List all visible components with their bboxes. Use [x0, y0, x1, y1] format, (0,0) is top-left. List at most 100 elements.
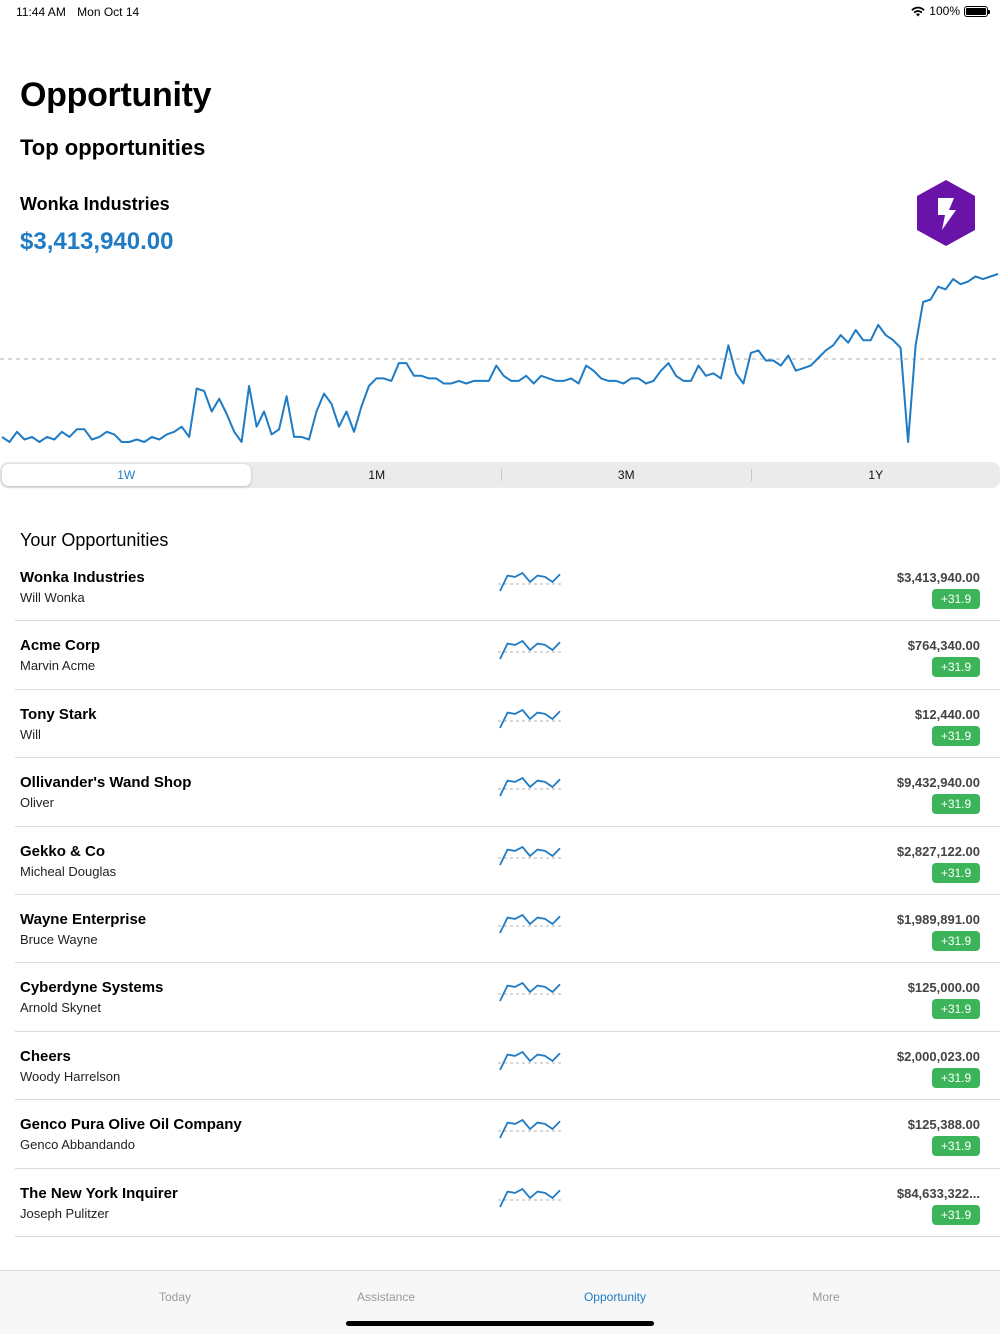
opportunity-contact: Genco Abbandando — [20, 1137, 135, 1153]
list-item[interactable]: Genco Pura Olive Oil Company Genco Abban… — [0, 1100, 1000, 1169]
sparkline — [498, 571, 562, 592]
battery-icon — [964, 5, 990, 17]
opportunity-name: Gekko & Co — [20, 842, 106, 860]
lightning-hexagon-icon[interactable] — [914, 178, 978, 248]
change-badge: +31.9 — [932, 1204, 980, 1225]
sparkline — [498, 640, 562, 660]
list-item[interactable]: Cyberdyne Systems Arnold Skynet $125,000… — [0, 963, 1000, 1033]
change-badge: +31.9 — [932, 1136, 980, 1157]
opportunity-contact: Oliver — [20, 795, 54, 811]
list-item[interactable]: Acme Corp Marvin Acme $764,340.00 +31.9 — [0, 621, 1000, 691]
status-left: 11:44 AM Mon Oct 14 — [16, 5, 147, 19]
list-item[interactable]: Gekko & Co Micheal Douglas $2,827,122.00… — [0, 827, 1000, 896]
opportunity-name: Wayne Enterprise — [20, 910, 147, 928]
status-right: 100% — [911, 4, 990, 18]
tab-assistance[interactable]: Assistance — [356, 1290, 416, 1304]
opportunity-name: Tony Stark — [20, 705, 97, 723]
change-badge: +31.9 — [932, 589, 980, 609]
top-opportunity-value: $3,413,940.00 — [20, 228, 174, 255]
opportunity-name: The New York Inquirer — [20, 1184, 178, 1202]
sparkline — [498, 708, 562, 729]
opportunity-contact: Will — [20, 726, 41, 742]
tab-more[interactable]: More — [812, 1290, 840, 1304]
sparkline — [498, 777, 562, 797]
sparkline-line — [499, 640, 561, 660]
segment-1m[interactable]: 1M — [368, 468, 386, 482]
tab-opportunity[interactable]: Opportunity — [583, 1290, 647, 1304]
opportunity-amount: $1,989,891.00 — [896, 911, 980, 927]
opportunity-amount: $764,340.00 — [907, 638, 980, 654]
change-badge: +31.9 — [932, 1067, 980, 1088]
sparkline — [498, 1118, 562, 1139]
time-range-segmented-control[interactable]: 1W 1M 3M 1Y — [0, 462, 1000, 488]
opportunity-amount: $3,413,940.00 — [896, 570, 980, 585]
opportunity-amount: $84,633,322... — [896, 1185, 980, 1201]
home-indicator — [346, 1321, 654, 1326]
sparkline — [498, 913, 562, 934]
list-item[interactable]: Tony Stark Will $12,440.00 +31.9 — [0, 690, 1000, 759]
opportunity-name: Acme Corp — [20, 637, 101, 655]
top-opportunity-company: Wonka Industries — [20, 194, 170, 214]
wifi-icon — [911, 6, 925, 16]
list-item[interactable]: Ollivander's Wand Shop Oliver $9,432,940… — [0, 758, 1000, 827]
sparkline — [498, 982, 562, 1002]
segment-3m[interactable]: 3M — [617, 468, 635, 482]
opportunity-contact: Joseph Pulitzer — [20, 1205, 109, 1221]
opportunity-contact: Arnold Skynet — [20, 1000, 101, 1016]
list-item[interactable]: The New York Inquirer Joseph Pulitzer $8… — [0, 1169, 1000, 1238]
status-date: Mon Oct 14 — [77, 5, 140, 19]
opportunity-contact: Bruce Wayne — [20, 931, 98, 947]
sparkline — [498, 1187, 562, 1207]
tab-today[interactable]: Today — [158, 1290, 192, 1304]
sparkline — [498, 1050, 562, 1071]
segment-divider — [750, 469, 752, 481]
sparkline-line — [499, 777, 561, 797]
opportunity-name: Ollivander's Wand Shop — [20, 774, 192, 792]
your-opportunities-heading: Your Opportunities — [20, 530, 169, 550]
sparkline-line — [499, 571, 561, 592]
status-time: 11:44 AM — [16, 5, 66, 19]
sparkline-line — [499, 708, 561, 729]
sparkline-line — [499, 1118, 561, 1139]
opportunity-amount: $125,000.00 — [907, 980, 980, 996]
list-item[interactable]: Wonka Industries Will Wonka $3,413,940.0… — [0, 553, 1000, 622]
sparkline-line — [499, 1187, 561, 1207]
list-item[interactable]: Wayne Enterprise Bruce Wayne $1,989,891.… — [0, 895, 1000, 964]
opportunity-contact: Marvin Acme — [20, 658, 96, 674]
section-title: Top opportunities — [20, 135, 206, 160]
opportunity-amount: $2,000,023.00 — [896, 1048, 980, 1064]
opportunity-contact: Micheal Douglas — [20, 863, 117, 879]
opportunity-contact: Woody Harrelson — [20, 1068, 121, 1084]
sparkline — [498, 845, 562, 865]
sparkline-line — [499, 1050, 561, 1071]
segment-divider — [501, 469, 502, 481]
page-title: Opportunity — [20, 76, 212, 114]
opportunity-contact: Will Wonka — [20, 590, 85, 605]
sparkline-line — [499, 913, 561, 934]
sparkline-line — [499, 845, 561, 865]
change-badge: +31.9 — [932, 725, 980, 746]
main-price-chart[interactable] — [0, 262, 1000, 452]
tab-bar: Today Assistance Opportunity More — [0, 1270, 1000, 1334]
opportunity-name: Wonka Industries — [20, 569, 145, 586]
change-badge: +31.9 — [932, 794, 980, 815]
opportunity-amount: $12,440.00 — [914, 706, 980, 722]
chart-line — [1, 273, 999, 443]
change-badge: +31.9 — [932, 657, 980, 678]
status-bar: 11:44 AM Mon Oct 14 100% — [0, 0, 1000, 24]
opportunity-name: Cheers — [20, 1047, 71, 1065]
opportunity-amount: $2,827,122.00 — [896, 843, 980, 859]
segment-1y[interactable]: 1Y — [868, 468, 884, 482]
list-item[interactable]: Cheers Woody Harrelson $2,000,023.00 +31… — [0, 1032, 1000, 1101]
change-badge: +31.9 — [932, 862, 980, 883]
opportunity-amount: $9,432,940.00 — [896, 775, 980, 791]
opportunities-list: Wonka Industries Will Wonka $3,413,940.0… — [0, 553, 1000, 1238]
sparkline-line — [499, 982, 561, 1002]
change-badge: +31.9 — [932, 999, 980, 1020]
change-badge: +31.9 — [932, 930, 980, 951]
segment-1w[interactable]: 1W — [2, 464, 251, 486]
opportunity-amount: $125,388.00 — [907, 1117, 980, 1133]
battery-percent: 100% — [929, 4, 960, 18]
opportunity-name: Cyberdyne Systems — [20, 979, 164, 997]
opportunity-name: Genco Pura Olive Oil Company — [20, 1116, 242, 1134]
